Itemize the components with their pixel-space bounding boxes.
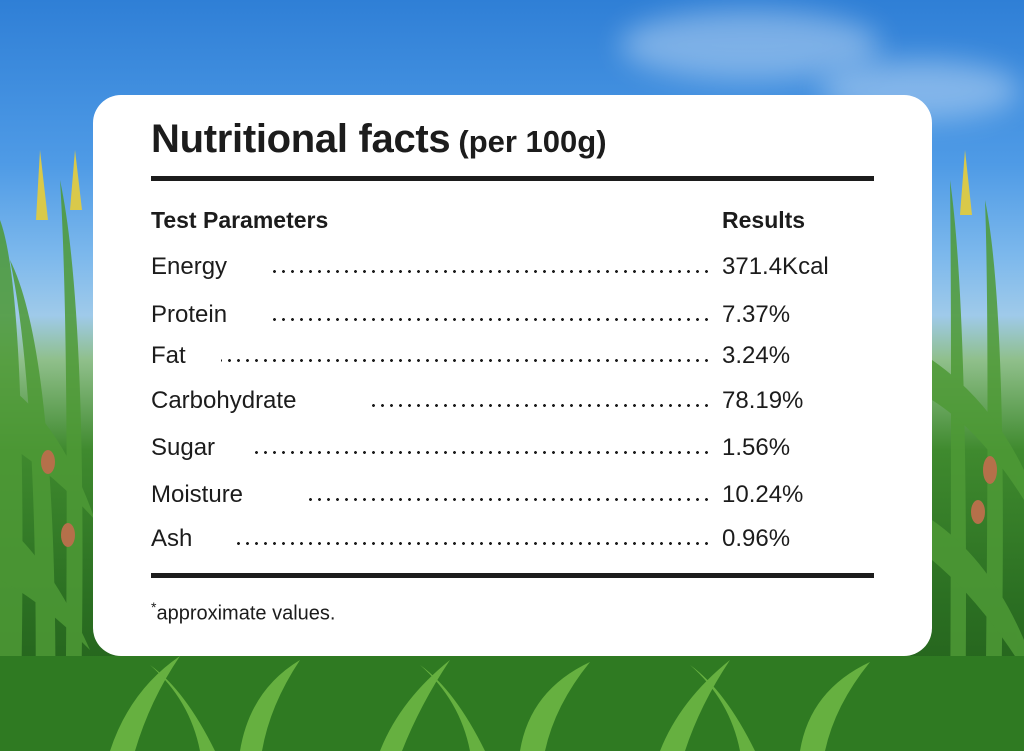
title-subtitle: (per 100g) (458, 124, 607, 159)
table-row: Ash 0.96% (151, 522, 874, 556)
dot-leader (309, 498, 711, 501)
row-value: 371.4Kcal (722, 253, 829, 280)
table-row: Carbohydrate 78.19% (151, 384, 874, 418)
nutrition-card: Nutritional facts (per 100g) Test Paramet… (93, 95, 932, 656)
row-label: Protein (151, 301, 228, 328)
header-test-parameters: Test Parameters (151, 207, 329, 233)
footnote: *approximate values. (151, 599, 335, 626)
table-row: Protein 7.37% (151, 298, 874, 332)
row-label: Carbohydrate (151, 387, 297, 414)
table-header: Test Parameters Results (151, 207, 874, 239)
table-row: Fat 3.24% (151, 339, 874, 373)
card-title: Nutritional facts (per 100g) (151, 117, 607, 162)
top-divider (151, 176, 874, 181)
row-label: Fat (151, 342, 186, 369)
table-row: Energy 371.4Kcal (151, 250, 874, 284)
row-value: 78.19% (722, 387, 804, 414)
row-label: Ash (151, 525, 193, 552)
bottom-divider (151, 573, 874, 578)
row-value: 10.24% (722, 481, 804, 508)
row-value: 7.37% (722, 301, 791, 328)
header-results: Results (722, 207, 806, 233)
row-label: Sugar (151, 434, 216, 461)
row-value: 1.56% (722, 434, 791, 461)
dot-leader (367, 404, 711, 407)
title-main: Nutritional facts (151, 117, 451, 161)
row-value: 0.96% (722, 525, 791, 552)
row-label: Moisture (151, 481, 244, 508)
dot-leader (267, 318, 711, 321)
table-row: Sugar 1.56% (151, 431, 874, 465)
footnote-mark: * (151, 599, 157, 615)
dot-leader (237, 542, 711, 545)
dot-leader (221, 359, 711, 362)
row-label: Energy (151, 253, 228, 280)
footnote-text: approximate values. (156, 602, 336, 625)
dot-leader (269, 270, 711, 273)
table-row: Moisture 10.24% (151, 478, 874, 512)
row-value: 3.24% (722, 342, 791, 369)
dot-leader (251, 451, 711, 454)
